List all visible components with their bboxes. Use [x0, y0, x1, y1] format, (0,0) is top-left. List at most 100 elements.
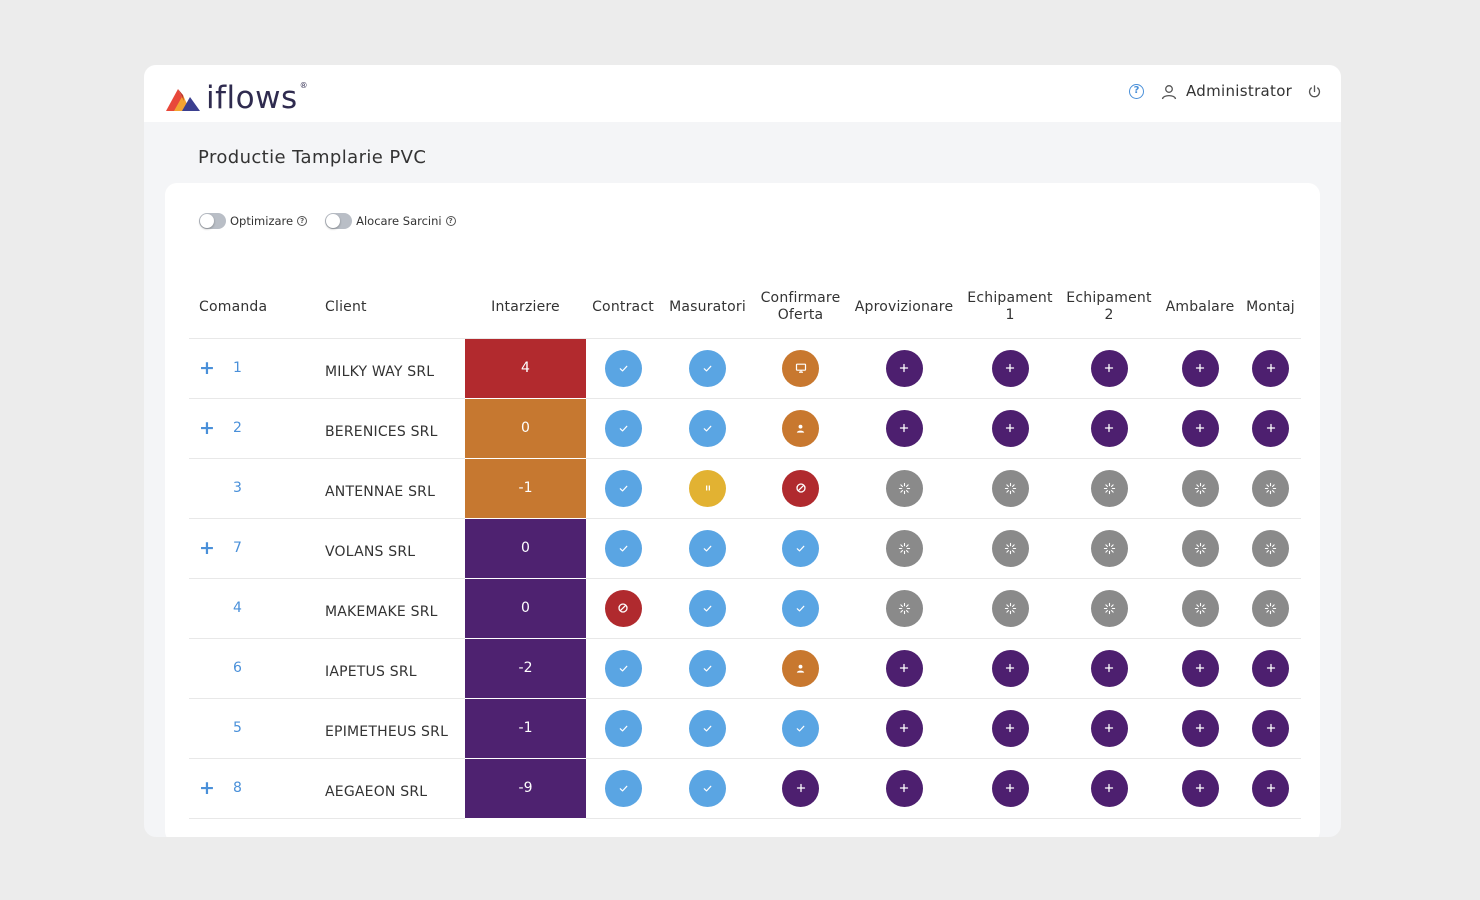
col-confirmare-oferta[interactable]: Confirmare Oferta — [755, 277, 846, 339]
status-add-button[interactable] — [1252, 769, 1289, 807]
table-row[interactable]: +1 MILKY WAY SRL 4 — [189, 338, 1301, 399]
help-icon[interactable]: ? — [1129, 84, 1144, 99]
app-logo[interactable]: iflows ® — [164, 79, 308, 114]
table-row[interactable]: 6 IAPETUS SRL -2 — [189, 638, 1301, 699]
order-number-link[interactable]: 6 — [233, 659, 242, 676]
status-add-button[interactable] — [1181, 349, 1219, 387]
help-icon[interactable]: ? — [445, 216, 456, 226]
status-blocked-button[interactable] — [604, 589, 642, 627]
status-add-button[interactable] — [991, 409, 1029, 447]
order-number-link[interactable]: 5 — [233, 719, 242, 736]
status-done-button[interactable] — [689, 349, 726, 387]
status-add-button[interactable] — [1090, 769, 1128, 807]
status-add-button[interactable] — [1090, 409, 1128, 447]
power-icon[interactable] — [1307, 84, 1322, 99]
status-pending-button[interactable] — [1090, 529, 1128, 567]
status-pending-button[interactable] — [1090, 469, 1128, 507]
table-row[interactable]: 3 ANTENNAE SRL -1 — [189, 458, 1301, 519]
status-done-button[interactable] — [689, 769, 726, 807]
status-pending-button[interactable] — [991, 589, 1029, 627]
col-masuratori[interactable]: Masuratori — [660, 277, 755, 339]
status-done-button[interactable] — [689, 709, 726, 747]
status-add-button[interactable] — [991, 649, 1029, 687]
status-add-button[interactable] — [885, 409, 923, 447]
status-add-button[interactable] — [991, 709, 1029, 747]
status-pending-button[interactable] — [1181, 589, 1219, 627]
status-done-button[interactable] — [782, 709, 819, 747]
status-pending-button[interactable] — [885, 469, 923, 507]
optimizare-switch[interactable] — [199, 213, 226, 229]
table-row[interactable]: +7 VOLANS SRL 0 — [189, 518, 1301, 579]
col-ambalare[interactable]: Ambalare — [1160, 277, 1240, 339]
col-intarziere[interactable]: Intarziere — [465, 277, 586, 339]
status-add-button[interactable] — [1252, 649, 1289, 687]
order-number-link[interactable]: 1 — [233, 359, 242, 376]
status-pending-button[interactable] — [991, 529, 1029, 567]
table-row[interactable]: 5 EPIMETHEUS SRL -1 — [189, 698, 1301, 759]
order-number-link[interactable]: 8 — [233, 779, 242, 796]
status-pending-button[interactable] — [1181, 469, 1219, 507]
status-add-button[interactable] — [991, 769, 1029, 807]
status-blocked-button[interactable] — [782, 469, 819, 507]
col-montaj[interactable]: Montaj — [1240, 277, 1301, 339]
col-aprovizionare[interactable]: Aprovizionare — [846, 277, 962, 339]
col-comanda[interactable]: Comanda — [189, 277, 315, 339]
status-add-button[interactable] — [1090, 649, 1128, 687]
status-assigned-button[interactable] — [782, 649, 819, 687]
col-client[interactable]: Client — [315, 277, 465, 339]
expand-row-button[interactable]: + — [199, 416, 215, 439]
user-name-label[interactable]: Administrator — [1186, 82, 1293, 100]
status-add-button[interactable] — [991, 349, 1029, 387]
col-echipament-1[interactable]: Echipament 1 — [962, 277, 1058, 339]
status-done-button[interactable] — [689, 649, 726, 687]
status-done-button[interactable] — [604, 649, 642, 687]
status-pending-button[interactable] — [1252, 469, 1289, 507]
status-add-button[interactable] — [1252, 409, 1289, 447]
status-done-button[interactable] — [604, 349, 642, 387]
status-pending-button[interactable] — [1252, 529, 1289, 567]
status-add-button[interactable] — [1090, 709, 1128, 747]
status-done-button[interactable] — [782, 529, 819, 567]
status-add-button[interactable] — [1181, 709, 1219, 747]
status-pending-button[interactable] — [991, 469, 1029, 507]
table-row[interactable]: +8 AEGAEON SRL -9 — [189, 758, 1301, 819]
status-add-button[interactable] — [885, 649, 923, 687]
status-add-button[interactable] — [782, 769, 819, 807]
order-number-link[interactable]: 7 — [233, 539, 242, 556]
status-done-button[interactable] — [604, 769, 642, 807]
status-done-button[interactable] — [689, 529, 726, 567]
status-add-button[interactable] — [1090, 349, 1128, 387]
status-pending-button[interactable] — [885, 589, 923, 627]
status-presentation-button[interactable] — [782, 349, 819, 387]
status-add-button[interactable] — [885, 769, 923, 807]
status-pending-button[interactable] — [1090, 589, 1128, 627]
alocare-sarcini-switch[interactable] — [325, 213, 353, 229]
col-contract[interactable]: Contract — [586, 277, 660, 339]
status-pending-button[interactable] — [1252, 589, 1289, 627]
status-done-button[interactable] — [604, 709, 642, 747]
status-add-button[interactable] — [1252, 349, 1289, 387]
status-done-button[interactable] — [604, 469, 642, 507]
help-icon[interactable]: ? — [297, 216, 308, 226]
status-pending-button[interactable] — [885, 529, 923, 567]
order-number-link[interactable]: 2 — [233, 419, 242, 436]
status-add-button[interactable] — [1252, 709, 1289, 747]
expand-row-button[interactable]: + — [199, 776, 215, 799]
user-icon[interactable] — [1161, 84, 1177, 100]
status-add-button[interactable] — [885, 709, 923, 747]
status-pending-button[interactable] — [1181, 529, 1219, 567]
col-echipament-2[interactable]: Echipament 2 — [1058, 277, 1160, 339]
status-add-button[interactable] — [885, 349, 923, 387]
table-row[interactable]: +2 BERENICES SRL 0 — [189, 398, 1301, 459]
status-done-button[interactable] — [604, 409, 642, 447]
status-done-button[interactable] — [604, 529, 642, 567]
status-assigned-button[interactable] — [782, 409, 819, 447]
order-number-link[interactable]: 4 — [233, 599, 242, 616]
status-add-button[interactable] — [1181, 649, 1219, 687]
status-add-button[interactable] — [1181, 409, 1219, 447]
status-done-button[interactable] — [689, 409, 726, 447]
status-done-button[interactable] — [782, 589, 819, 627]
table-row[interactable]: 4 MAKEMAKE SRL 0 — [189, 578, 1301, 639]
status-add-button[interactable] — [1181, 769, 1219, 807]
status-done-button[interactable] — [689, 589, 726, 627]
